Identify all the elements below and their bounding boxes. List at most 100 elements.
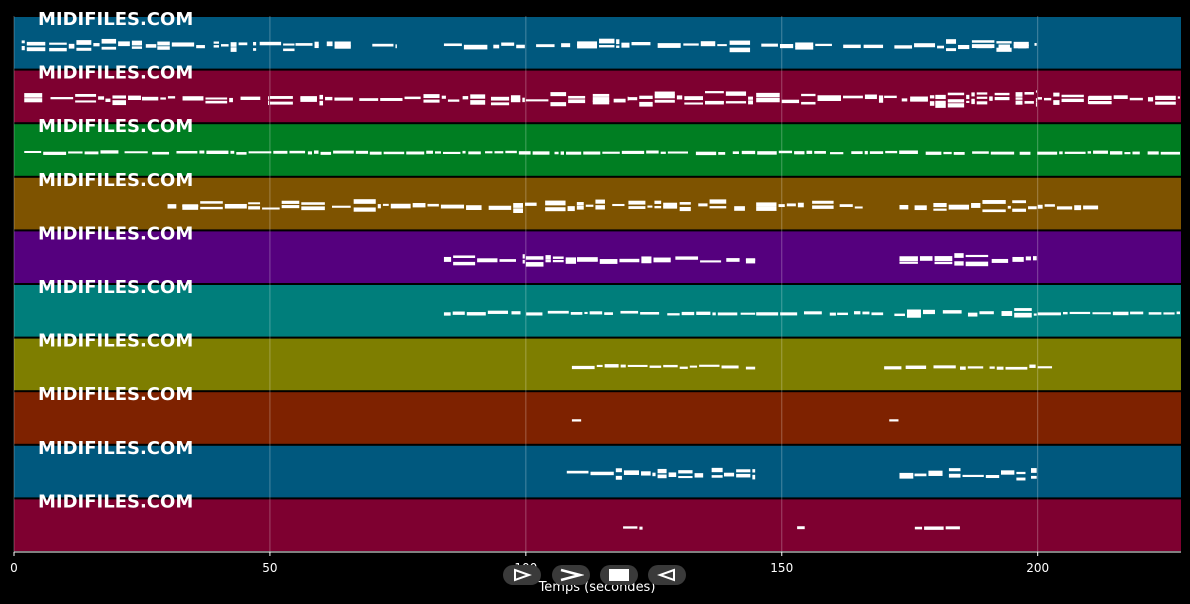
note: [1163, 312, 1175, 315]
track-lane-3: [14, 124, 1181, 176]
x-tick-label: 0: [10, 561, 18, 575]
note: [596, 364, 603, 368]
note: [1005, 366, 1028, 370]
note: [452, 311, 465, 315]
note: [289, 150, 306, 154]
note: [631, 42, 651, 46]
note: [1132, 151, 1140, 155]
note: [863, 44, 884, 49]
note: [171, 42, 195, 47]
note: [779, 43, 794, 49]
stop-button[interactable]: [600, 565, 638, 585]
note: [654, 99, 675, 103]
note: [612, 203, 625, 207]
note: [899, 204, 909, 210]
note: [583, 151, 601, 155]
note: [353, 199, 376, 204]
note: [752, 469, 756, 473]
note: [470, 94, 486, 99]
note: [786, 203, 796, 207]
note: [994, 92, 1010, 96]
note: [487, 310, 509, 314]
note: [894, 45, 913, 49]
note: [620, 310, 639, 314]
note: [654, 91, 675, 96]
note: [101, 38, 117, 44]
note: [101, 46, 117, 50]
note: [1033, 313, 1037, 316]
note: [946, 39, 957, 44]
note: [647, 205, 653, 208]
fast-forward-button[interactable]: [552, 565, 590, 585]
note: [510, 98, 521, 103]
note: [545, 259, 551, 263]
note: [493, 44, 500, 49]
note: [1147, 151, 1159, 155]
note: [979, 311, 994, 315]
note: [301, 202, 325, 205]
note: [736, 473, 751, 478]
note: [595, 199, 605, 204]
note: [869, 151, 884, 154]
note: [998, 44, 1010, 49]
note: [914, 473, 927, 477]
note: [947, 103, 965, 108]
note: [499, 259, 516, 262]
note: [157, 41, 170, 46]
note: [21, 40, 25, 44]
note: [525, 202, 537, 206]
note: [230, 42, 237, 47]
note: [522, 97, 525, 103]
note: [273, 150, 288, 154]
note: [947, 92, 965, 96]
note: [781, 99, 800, 104]
note: [75, 93, 97, 97]
note: [568, 95, 586, 99]
note: [1056, 206, 1073, 210]
note: [1088, 95, 1112, 100]
rewind-button[interactable]: [648, 565, 686, 585]
note: [590, 471, 614, 476]
note: [621, 42, 630, 48]
note: [604, 364, 619, 368]
note: [589, 311, 603, 315]
note: [253, 48, 257, 51]
note: [843, 44, 861, 49]
note: [989, 366, 995, 369]
track-label-5: MIDIFILES.COM: [38, 223, 193, 244]
note: [599, 259, 618, 264]
note: [1037, 97, 1042, 100]
note: [1019, 151, 1031, 155]
note: [628, 97, 638, 101]
note: [971, 202, 981, 208]
note: [485, 151, 493, 154]
note: [566, 151, 582, 155]
note: [667, 151, 688, 154]
note: [910, 99, 928, 102]
note: [1155, 101, 1176, 105]
note: [748, 96, 753, 100]
note: [259, 41, 282, 46]
note: [933, 365, 956, 369]
note: [576, 202, 584, 206]
note: [717, 312, 738, 316]
note: [884, 95, 897, 99]
note: [513, 208, 523, 213]
note: [560, 151, 565, 155]
note: [745, 366, 756, 370]
note: [466, 205, 482, 210]
play-button[interactable]: [503, 565, 541, 585]
note: [462, 96, 469, 100]
note: [131, 46, 143, 49]
note: [829, 312, 836, 316]
note: [1001, 311, 1013, 316]
note: [991, 258, 1009, 263]
note: [75, 100, 97, 103]
note: [717, 44, 727, 47]
note: [462, 150, 466, 154]
note: [725, 91, 747, 96]
note: [547, 310, 569, 314]
note: [494, 151, 504, 154]
note: [599, 45, 615, 48]
note: [224, 203, 247, 209]
